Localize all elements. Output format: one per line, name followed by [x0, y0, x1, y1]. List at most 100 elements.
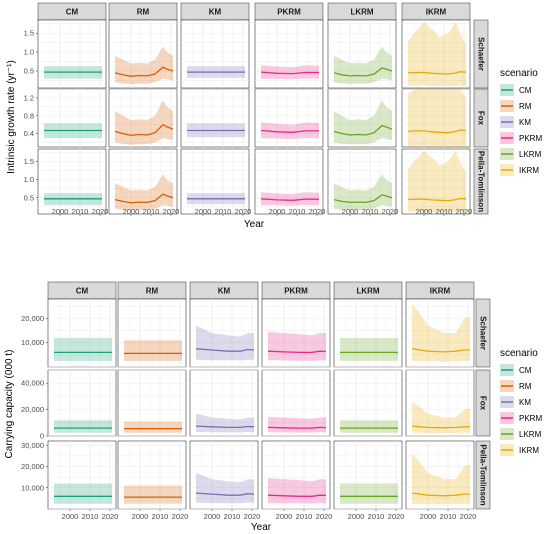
panel-lkrm-schaefer: [333, 298, 403, 368]
x-tick-label: 2010: [362, 207, 379, 216]
panel-frame: [401, 148, 471, 215]
row-strip: [473, 19, 489, 89]
y-tick-label: 0.5: [24, 193, 34, 202]
row-strip-label: Pella-Tomlinson: [477, 151, 486, 212]
x-tick-label: 2000: [416, 207, 433, 216]
x-tick-label: 2010: [143, 207, 160, 216]
legend-label: IKRM: [519, 166, 539, 175]
x-tick-label: 2020: [92, 207, 109, 216]
x-tick-label: 2000: [52, 207, 69, 216]
x-tick-label: 2000: [62, 512, 79, 521]
x-tick-label: 2000: [348, 512, 365, 521]
ribbon-ikrm: [408, 21, 466, 87]
line-km: [195, 492, 255, 496]
panel-frame: [180, 88, 250, 148]
x-tick-label: 2020: [172, 512, 189, 521]
line-rm: [114, 193, 174, 204]
y-tick-label: 1.5: [24, 157, 34, 166]
panel-cm-schaefer: [47, 298, 117, 368]
panel-frame: [180, 148, 250, 215]
ribbon-pkrm: [261, 122, 319, 139]
panel-rm-pella-tomlinson: [117, 440, 187, 510]
panel-frame: [117, 298, 187, 368]
panel-frame: [189, 440, 259, 510]
column-strip-label: PKRM: [277, 8, 301, 17]
panel-ikrm-schaefer: [401, 19, 471, 89]
chart-2: CM RM KM PKRM LKRM IKRM Schaefer 10,000 20,000 Fo…: [4, 281, 542, 533]
y-tick-label: 1.5: [24, 29, 34, 38]
panel-frame: [333, 369, 403, 437]
line-rm: [114, 123, 174, 137]
line-rm: [114, 66, 174, 77]
x-tick-label: 2010: [72, 207, 89, 216]
y-tick-label: 0.5: [24, 67, 34, 76]
x-tick-label: 2020: [382, 207, 399, 216]
y-tick-label: 20,000: [21, 462, 44, 471]
x-axis-title: Year: [244, 219, 265, 230]
x-tick-label: 2010: [215, 207, 232, 216]
line-pkrm: [260, 198, 319, 201]
ribbon-pkrm: [268, 478, 326, 504]
panel-frame: [401, 19, 471, 89]
legend-label: CM: [519, 366, 532, 375]
ribbon-rm: [115, 46, 173, 85]
line-km: [195, 348, 255, 352]
panel-pkrm-pella-tomlinson: [261, 440, 331, 510]
line-ikrm: [407, 197, 467, 202]
row-strip-label: Schaefer: [479, 316, 488, 350]
line-ikrm: [407, 129, 467, 134]
row-strip: [473, 148, 489, 215]
panel-frame: [108, 148, 178, 215]
line-pkrm: [260, 71, 319, 75]
panel-ikrm-pella-tomlinson: [405, 440, 475, 510]
chart-1: CM RM KM PKRM LKRM IKRM Schaefer 0.5 1.0 1.5 Fox 0.…: [6, 2, 542, 230]
line-lkrm: [333, 124, 393, 136]
y-axis-title: Carrying capacity (000 t): [4, 350, 15, 459]
x-tick-label: 2000: [195, 207, 212, 216]
panel-frame: [117, 369, 187, 437]
legend-label: KM: [519, 118, 531, 127]
panel-km-pella-tomlinson: [189, 440, 259, 510]
panel-frame: [401, 88, 471, 148]
legend-label: LKRM: [519, 430, 542, 439]
ribbon-rm: [124, 485, 182, 504]
x-tick-label: 2020: [309, 207, 326, 216]
row-strip-label: Schaefer: [477, 37, 486, 71]
ribbon-pkrm: [268, 416, 326, 433]
panel-lkrm-fox: [333, 369, 403, 437]
panel-rm-pella-tomlinson: [108, 148, 178, 215]
panel-lkrm-schaefer: [327, 19, 397, 89]
legend-title: scenario: [500, 68, 538, 79]
panel-pkrm-pella-tomlinson: [254, 148, 324, 215]
panel-frame: [327, 88, 397, 148]
y-tick-label: 1.0: [24, 48, 34, 57]
y-tick-label: 0: [40, 432, 44, 441]
panel-frame: [189, 298, 259, 368]
legend-label: RM: [519, 382, 532, 391]
legend: scenario CM RM KM PKRM LKRM IKRM: [500, 348, 542, 456]
y-tick-label: 20,000: [21, 314, 44, 323]
legend-label: LKRM: [519, 150, 542, 159]
panel-frame: [327, 148, 397, 215]
ribbon-lkrm: [334, 46, 392, 84]
column-strip-label: IKRM: [426, 8, 447, 17]
x-tick-label: 2000: [420, 512, 437, 521]
ribbon-pkrm: [261, 192, 319, 206]
x-axis-title: Year: [251, 522, 272, 533]
ribbon-cm: [54, 337, 112, 361]
column-strip-label: RM: [146, 287, 159, 296]
line-pkrm: [267, 350, 327, 354]
panel-ikrm-fox: [401, 88, 471, 148]
y-tick-label: 20,000: [21, 405, 44, 414]
column-strip-label: KM: [209, 8, 222, 17]
panel-cm-pella-tomlinson: [37, 148, 107, 215]
ribbon-ikrm: [408, 150, 466, 213]
ribbon-pkrm: [268, 331, 326, 361]
panel-frame: [405, 440, 475, 510]
panel-frame: [37, 19, 107, 89]
x-tick-label: 2000: [269, 207, 286, 216]
panel-frame: [254, 148, 324, 215]
panel-km-fox: [180, 88, 250, 148]
y-tick-label: 1.0: [24, 175, 34, 184]
ribbon-rm: [115, 100, 173, 145]
